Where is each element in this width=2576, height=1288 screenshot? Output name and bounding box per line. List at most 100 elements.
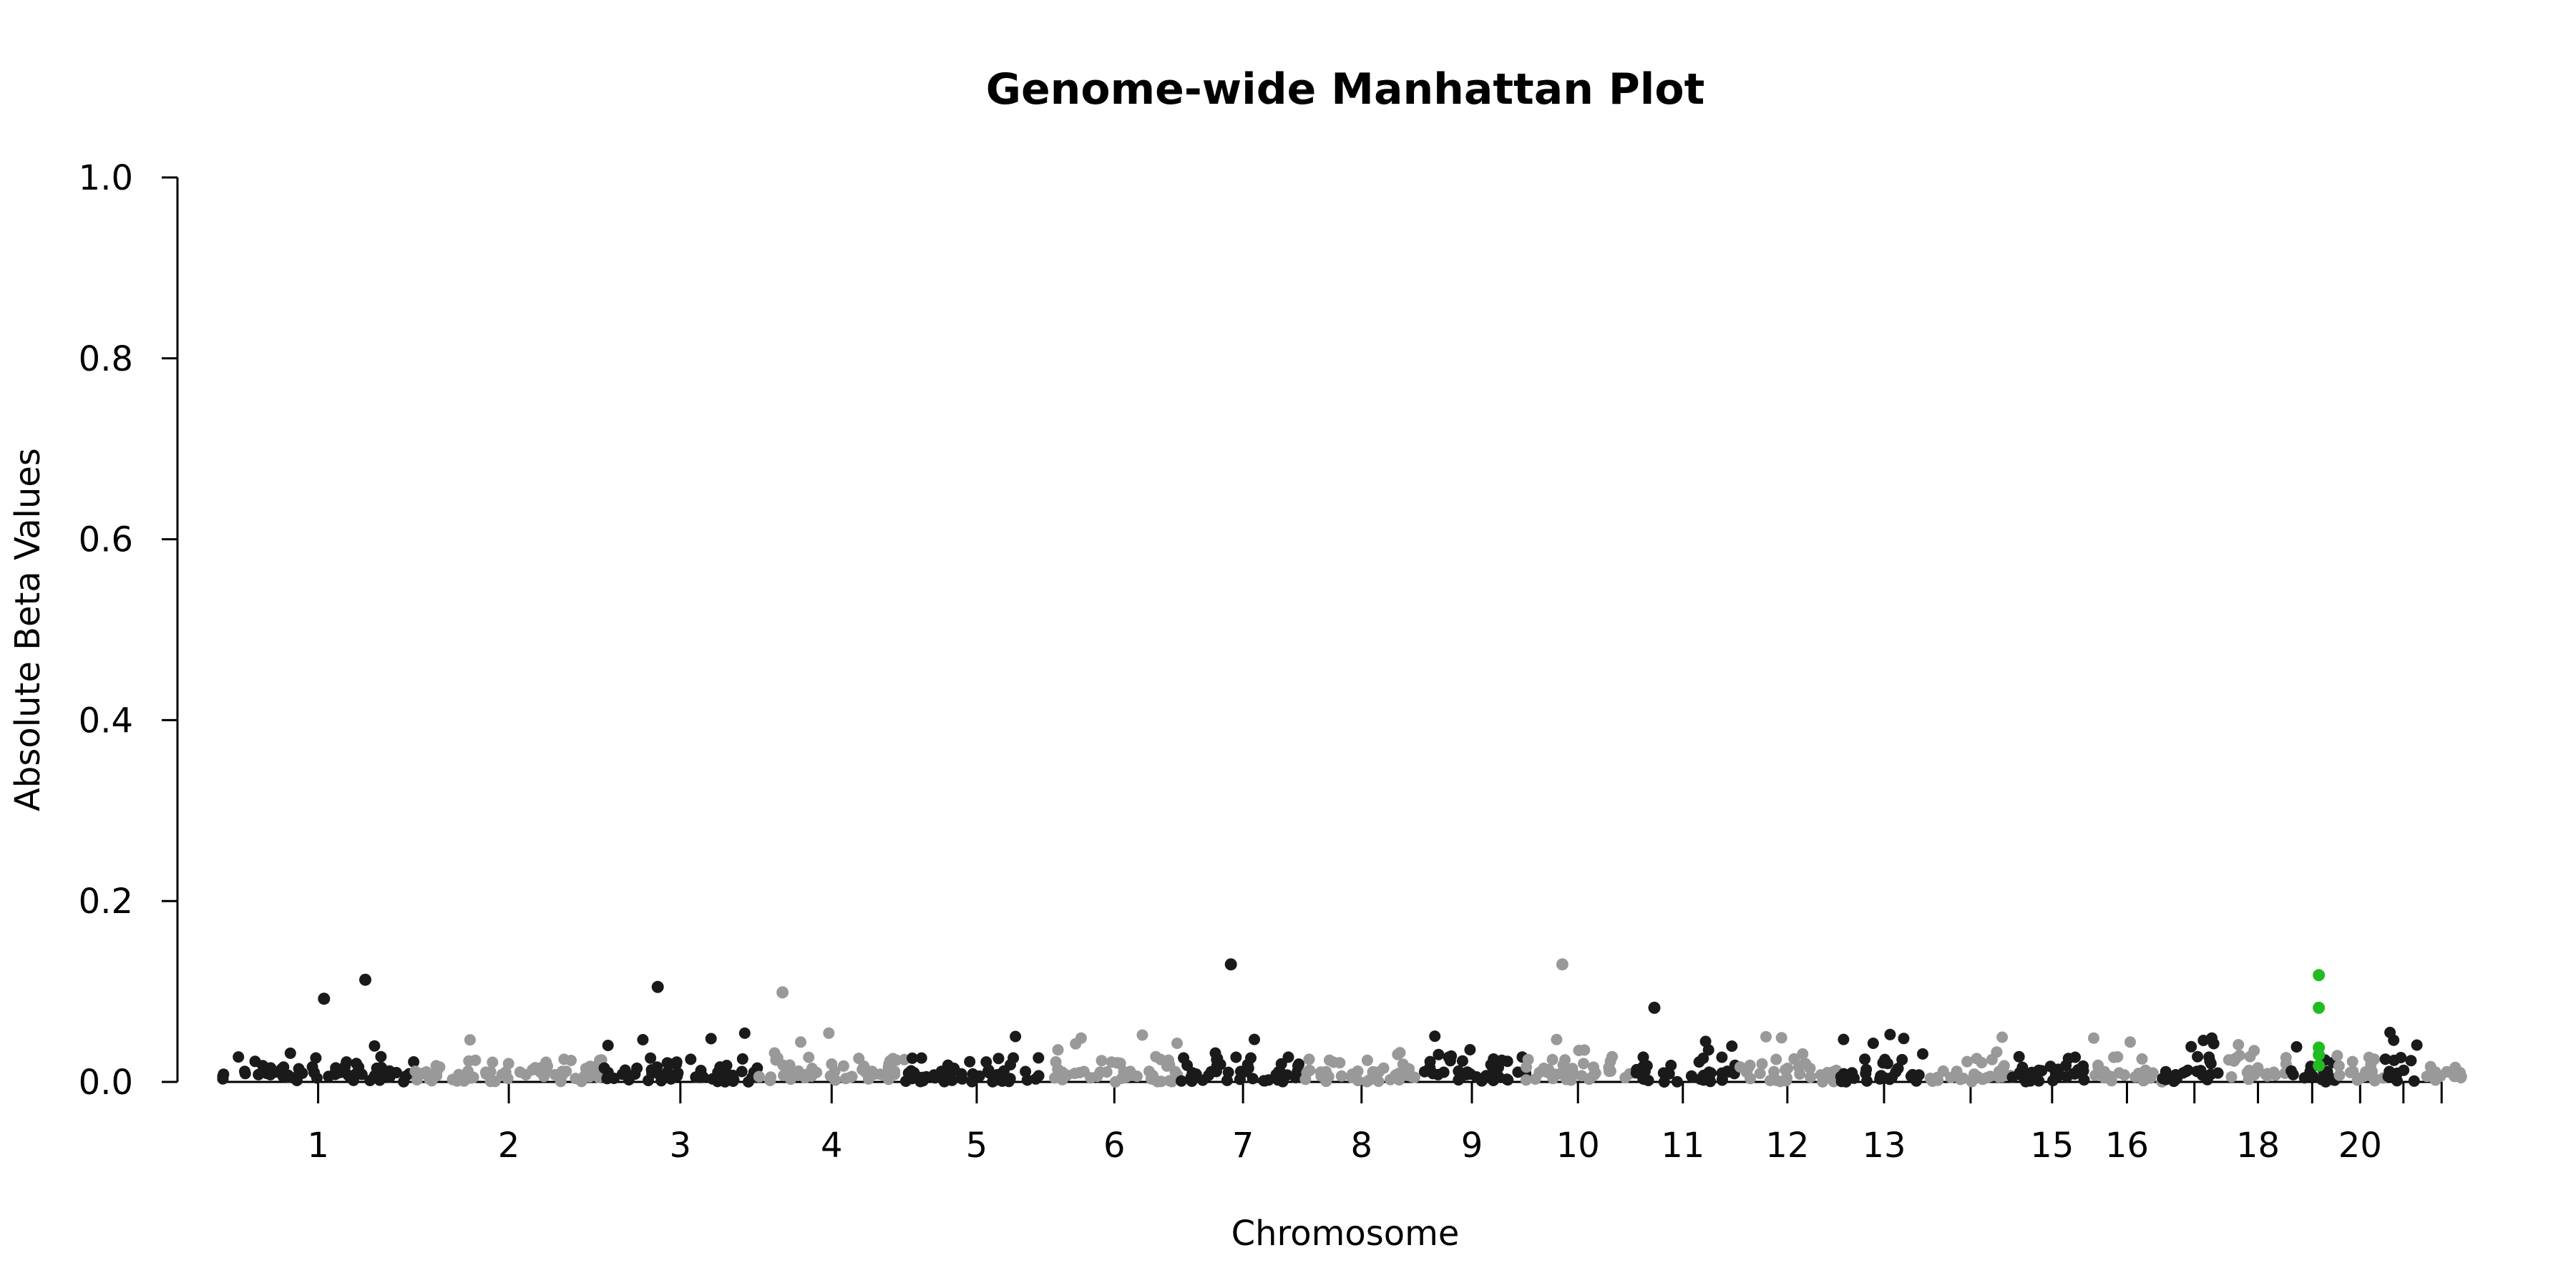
x-tick-label: 10 [1556,1126,1600,1166]
snp-point [2015,1067,2027,1079]
snp-point [2223,1054,2235,1066]
snp-point [2201,1073,2213,1085]
snp-point [1392,1068,1405,1080]
snp-point [2067,1068,2079,1080]
snp-point [2192,1050,2204,1063]
snp-point [1145,1073,1157,1085]
snp-point [369,1040,381,1052]
snp-point [2078,1074,2090,1086]
snp-point [1794,1068,1806,1080]
snp-point [1214,1058,1226,1070]
snp-point [1361,1054,1373,1066]
snp-point [1926,1075,1938,1087]
snp-point [1004,1073,1016,1085]
snp-point [2449,1061,2462,1073]
snp-point [1461,1066,1473,1078]
snp-point [1879,1053,1891,1065]
snp-point [967,1068,979,1080]
snp-point [1579,1044,1591,1056]
y-tick-label: 0.0 [79,1063,133,1103]
snp-point [1546,1053,1558,1065]
snp-point [1176,1075,1187,1087]
snp-point [910,1070,922,1083]
snp-point [1520,1074,1532,1086]
snp-point [1030,1073,1042,1085]
snp-point [585,1064,597,1076]
snp-point [803,1051,815,1063]
snp-point [1838,1033,1850,1045]
snp-point [1052,1044,1064,1056]
snp-point [2033,1075,2045,1087]
x-tick-label: 6 [1103,1126,1126,1166]
snp-point [540,1056,552,1068]
snp-point [2108,1051,2120,1063]
snp-point [283,1071,295,1083]
snp-point [1178,1052,1190,1064]
snp-point [2331,1050,2343,1062]
snp-point [598,1062,610,1074]
snp-point [1800,1058,1812,1070]
snp-point [1259,1075,1271,1087]
snp-point [1631,1063,1643,1075]
snp-point [2089,1069,2102,1081]
snp-point [651,1061,663,1073]
snp-point [1488,1075,1499,1086]
snp-point [1429,1030,1441,1043]
snp-point [449,1073,462,1085]
snp-point [2434,1070,2446,1082]
snp-point [1456,1055,1468,1067]
snp-point [751,1062,763,1074]
snp-point [1892,1063,1904,1075]
snp-point [1551,1033,1563,1045]
snp-point [1648,1001,1661,1014]
x-tick-label: 18 [2236,1126,2280,1166]
x-tick-label: 5 [966,1126,988,1166]
snp-point [480,1068,492,1080]
snp-point [2270,1069,2281,1081]
snp-point [1056,1066,1068,1078]
snp-point [499,1066,512,1078]
x-tick-label: 15 [2030,1126,2074,1166]
snp-point [665,1073,677,1085]
snp-point [217,1070,229,1082]
snp-point [1860,1063,1873,1075]
snp-point [1945,1071,1957,1083]
snp-point [1163,1075,1176,1087]
snp-point [1976,1073,1989,1085]
snp-point [1021,1074,1033,1086]
snp-point [1185,1071,1197,1083]
snp-point [1136,1029,1148,1041]
snp-point [1638,1073,1650,1085]
snp-point [2233,1039,2245,1050]
snp-point [341,1056,353,1068]
snp-point [1780,1075,1792,1087]
snp-point [1521,1061,1533,1073]
snp-point [2185,1040,2197,1053]
snp-point [1937,1065,1949,1077]
snp-point [829,1074,841,1086]
snp-point [1303,1053,1315,1065]
snp-point [980,1056,992,1068]
snp-point [1702,1044,1714,1056]
snp-point [2408,1075,2420,1087]
snp-point [1884,1028,1896,1040]
snp-point [233,1051,245,1063]
snp-point [1559,1054,1571,1066]
snp-point [1433,1048,1445,1060]
snp-point [685,1053,697,1065]
snp-point [1775,1032,1787,1044]
snp-point [1424,1055,1436,1068]
snp-point [2290,1041,2303,1053]
snp-point [1131,1070,1143,1083]
snp-point [1805,1071,1817,1083]
snp-point [736,1053,748,1065]
snp-point [318,992,331,1005]
snp-point [1109,1076,1121,1088]
snp-point [1716,1074,1728,1086]
snp-point [776,986,789,999]
snp-point [1230,1051,1242,1063]
snp-point [399,1070,411,1083]
snp-point [408,1056,420,1068]
snp-point [1050,1056,1062,1068]
snp-point [1619,1072,1631,1084]
